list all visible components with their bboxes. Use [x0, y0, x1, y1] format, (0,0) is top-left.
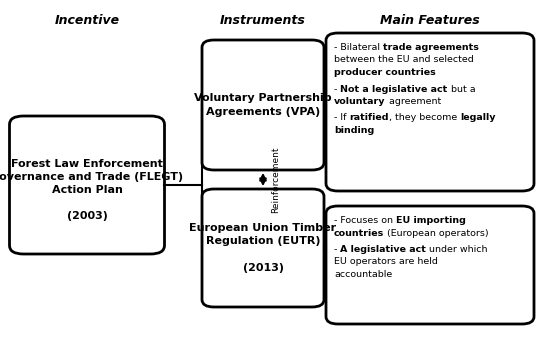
Text: ratified: ratified: [349, 114, 389, 123]
Text: - Focuses on: - Focuses on: [334, 216, 396, 225]
Text: EU importing: EU importing: [396, 216, 466, 225]
Text: between the EU and selected: between the EU and selected: [334, 56, 474, 64]
Text: legally: legally: [460, 114, 496, 123]
Text: Incentive: Incentive: [54, 14, 119, 27]
Text: voluntary: voluntary: [334, 97, 386, 106]
Text: agreement: agreement: [386, 97, 441, 106]
Text: accountable: accountable: [334, 270, 392, 279]
Text: Voluntary Partnership
Agreements (VPA): Voluntary Partnership Agreements (VPA): [194, 93, 332, 117]
Text: - If: - If: [334, 114, 349, 123]
FancyBboxPatch shape: [202, 40, 324, 170]
Text: EU operators are held: EU operators are held: [334, 257, 438, 267]
Text: under which: under which: [426, 245, 488, 254]
Text: Not a legislative act: Not a legislative act: [340, 85, 448, 93]
Text: Instruments: Instruments: [220, 14, 306, 27]
Text: A legislative act: A legislative act: [340, 245, 426, 254]
Text: -: -: [334, 245, 340, 254]
Text: (European operators): (European operators): [384, 228, 489, 238]
Text: Forest Law Enforcement
Governance and Trade (FLEGT)
Action Plan

(2003): Forest Law Enforcement Governance and Tr…: [0, 159, 184, 221]
Text: - Bilateral: - Bilateral: [334, 43, 383, 52]
Text: trade agreements: trade agreements: [383, 43, 479, 52]
Text: -: -: [334, 85, 340, 93]
Text: Main Features: Main Features: [380, 14, 480, 27]
FancyBboxPatch shape: [202, 189, 324, 307]
Text: but a: but a: [448, 85, 475, 93]
Text: binding: binding: [334, 126, 374, 135]
Text: countries: countries: [334, 228, 384, 238]
Text: , they become: , they become: [389, 114, 460, 123]
FancyBboxPatch shape: [9, 116, 164, 254]
FancyBboxPatch shape: [326, 33, 534, 191]
Text: European Union Timber
Regulation (EUTR)

(2013): European Union Timber Regulation (EUTR) …: [189, 223, 337, 273]
Text: producer countries: producer countries: [334, 68, 436, 77]
Text: Reinforcement: Reinforcement: [271, 146, 280, 213]
FancyBboxPatch shape: [326, 206, 534, 324]
